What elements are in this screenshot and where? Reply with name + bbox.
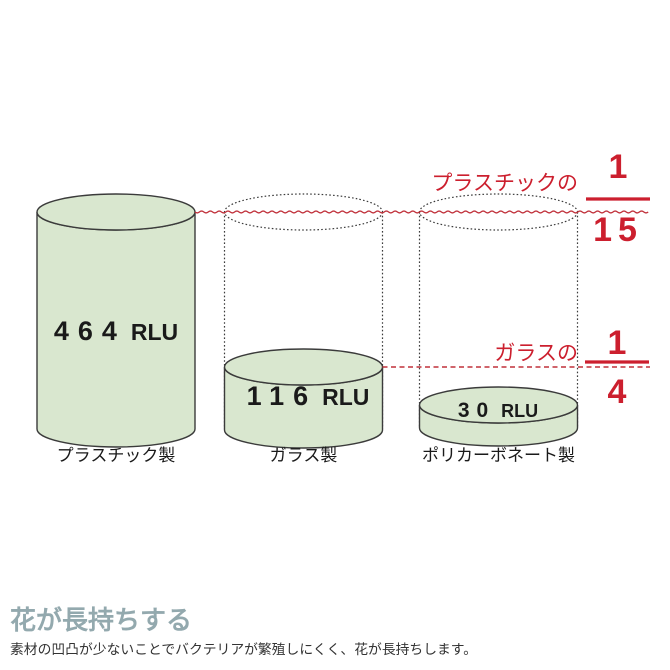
svg-text:15: 15 xyxy=(593,211,643,249)
svg-text:ポリカーボネート製: ポリカーボネート製 xyxy=(422,446,575,465)
svg-text:1: 1 xyxy=(609,148,628,186)
svg-text:素材の凹凸が少ないことでバクテリアが繁殖しにくく、花が長持ち: 素材の凹凸が少ないことでバクテリアが繁殖しにくく、花が長持ちします。 xyxy=(10,641,477,657)
svg-text:4: 4 xyxy=(608,373,627,411)
svg-text:プラスチックの: プラスチックの xyxy=(431,172,578,195)
svg-text:1: 1 xyxy=(608,324,627,362)
svg-text:ガラスの: ガラスの xyxy=(494,342,578,365)
svg-text:ガラス製: ガラス製 xyxy=(270,446,338,465)
svg-text:プラスチック製: プラスチック製 xyxy=(57,446,176,465)
svg-text:花が長持ちする: 花が長持ちする xyxy=(10,605,192,635)
